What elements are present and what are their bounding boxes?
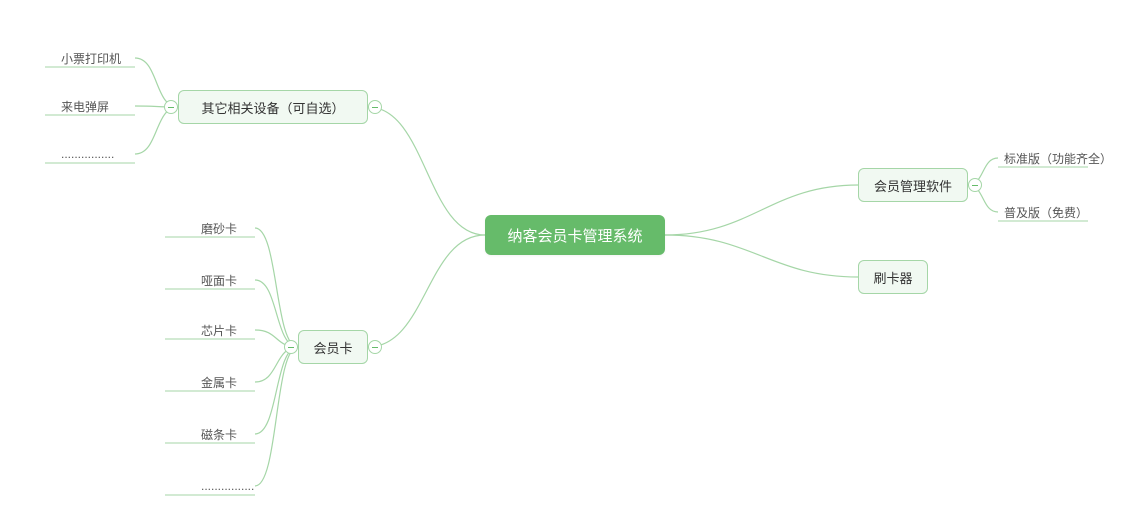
leaf-label: 磁条卡 (201, 426, 237, 443)
leaf-metal-card: 金属卡 (195, 372, 255, 392)
leaf-label: 芯片卡 (201, 322, 237, 339)
leaf-label: ................ (61, 147, 114, 161)
root-label: 纳客会员卡管理系统 (507, 225, 642, 246)
leaf-magstripe-card: 磁条卡 (195, 424, 255, 444)
branch-other-equipment[interactable]: 其它相关设备（可自选） (178, 90, 368, 124)
leaf-label: 金属卡 (201, 374, 237, 391)
leaf-standard-edition: 标准版（功能齐全） (998, 148, 1128, 168)
branch-member-card[interactable]: 会员卡 (298, 330, 368, 364)
collapse-toggle[interactable] (968, 178, 982, 192)
leaf-label: 标准版（功能齐全） (1004, 150, 1112, 167)
leaf-label: 磨砂卡 (201, 220, 237, 237)
leaf-label: ................ (201, 479, 254, 493)
leaf-caller-id-popup: 来电弹屏 (55, 96, 135, 116)
leaf-label: 小票打印机 (61, 50, 121, 67)
leaf-card-more: ................ (195, 476, 255, 496)
branch-label: 会员管理软件 (874, 176, 952, 195)
edge-layer (0, 0, 1136, 515)
collapse-toggle[interactable] (284, 340, 298, 354)
collapse-toggle[interactable] (368, 340, 382, 354)
branch-label: 刷卡器 (873, 268, 912, 287)
leaf-label: 哑面卡 (201, 272, 237, 289)
collapse-toggle[interactable] (368, 100, 382, 114)
leaf-chip-card: 芯片卡 (195, 320, 255, 340)
leaf-label: 来电弹屏 (61, 98, 109, 115)
leaf-label: 普及版（免费） (1004, 204, 1088, 221)
leaf-equipment-more: ................ (55, 144, 135, 164)
branch-card-reader[interactable]: 刷卡器 (858, 260, 928, 294)
mindmap-canvas: 纳客会员卡管理系统 其它相关设备（可自选） 小票打印机 来电弹屏 .......… (0, 0, 1136, 515)
collapse-toggle[interactable] (164, 100, 178, 114)
branch-member-software[interactable]: 会员管理软件 (858, 168, 968, 202)
branch-label: 会员卡 (313, 338, 352, 357)
leaf-popular-edition: 普及版（免费） (998, 202, 1128, 222)
leaf-frosted-card: 磨砂卡 (195, 218, 255, 238)
root-node[interactable]: 纳客会员卡管理系统 (485, 215, 665, 255)
branch-label: 其它相关设备（可自选） (201, 98, 344, 117)
leaf-matte-card: 哑面卡 (195, 270, 255, 290)
leaf-receipt-printer: 小票打印机 (55, 48, 135, 68)
